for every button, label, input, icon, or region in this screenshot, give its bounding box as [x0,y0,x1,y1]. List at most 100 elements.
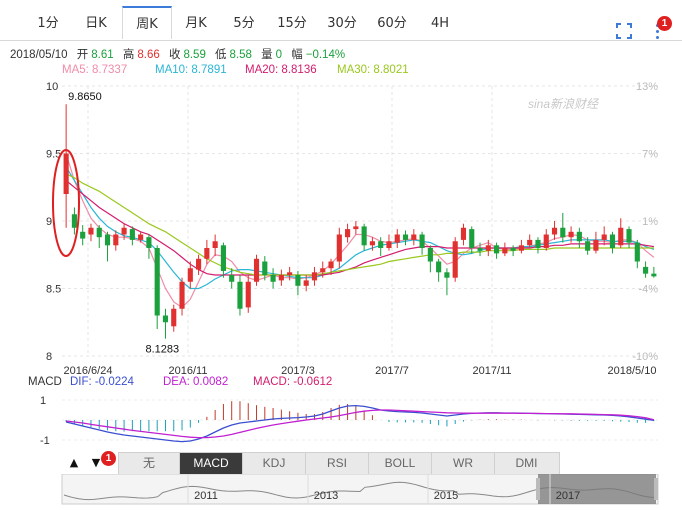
tab-weekly-k[interactable]: 周K [122,6,172,39]
candle-body [295,275,301,286]
change-value: −0.14% [305,49,346,61]
indicator-boll-button[interactable]: BOLL [369,453,432,474]
candle-body [609,234,616,248]
candle-body [568,231,574,238]
scroll-down-button[interactable]: ▼ [91,456,101,469]
macd-value-legend: MACD: -0.0612 [253,376,333,388]
indicator-kdj-button[interactable]: KDJ [243,453,306,474]
x-tick-label: 2018/5/10 [608,365,657,377]
scroll-up-button[interactable]: ▲ [69,456,79,469]
ma30-legend: MA30: 8.8021 [337,64,409,76]
candle-body [196,258,202,270]
indicator-dmi-button[interactable]: DMI [515,456,538,470]
candle-body [502,248,508,254]
sina-watermark: sina新浪财经 [528,97,600,111]
high-label: 高 [122,49,135,61]
navigator-right-handle[interactable] [654,478,658,500]
candle-body [444,272,450,278]
open-label: 开 [76,49,89,61]
candlestick-chart[interactable]: sina新浪财经 10 13% 9.5 7% 9 1% 8.5 -4% 8 -10% 2016/6/… [0,78,682,378]
ma20-legend: MA20: 8.8136 [245,64,317,76]
candle-body [634,242,640,262]
candle-body [96,227,102,238]
candle-body [278,275,284,281]
low-label: 低 [215,49,227,61]
candle-body [361,226,367,246]
indicator-rsi-button[interactable]: RSI [306,453,369,474]
candle-body [146,237,152,248]
candle-body [593,239,599,251]
candle-body [80,231,86,239]
tab-15min[interactable]: 15分 [277,16,307,31]
low-value: 8.58 [229,49,252,61]
macd-axis-labels: 1 -1 [40,395,50,447]
tab-monthly-k[interactable]: 月K [185,16,207,31]
candle-body [320,268,326,273]
tab-60min[interactable]: 60分 [377,16,407,31]
macd-lines [65,404,655,443]
navigator-year-label: 2017 [556,490,580,502]
candle-body [643,266,649,274]
macd-dea-legend: DEA: 0.0082 [163,376,229,388]
pct-tick-label: -4% [638,284,658,296]
close-label: 收 [168,49,181,61]
candle-body [287,272,293,275]
fullscreen-icon[interactable] [616,23,632,39]
candle-body [551,227,558,235]
candle-body [179,281,185,309]
more-menu-button[interactable]: 1 [650,16,672,44]
x-tick-label: 2016/11 [169,365,208,377]
ma10-legend: MA10: 8.7891 [155,64,227,76]
candle-body [585,241,591,251]
macd-dif-line [65,404,654,443]
macd-y-tick: 1 [40,395,46,407]
candle-body [212,241,218,248]
y-tick-label: 9 [46,216,52,228]
y-tick-label: 10 [46,81,58,93]
candle-body [485,245,491,251]
macd-title: MACD [28,376,62,388]
indicator-wr-button[interactable]: WR [432,453,495,474]
range-navigator[interactable]: 2011 2013 2015 2017 [0,474,682,508]
candle-body [477,248,483,251]
notification-badge: 1 [657,16,672,31]
candle-body [419,234,425,248]
candle-body [626,229,632,243]
candle-body [378,241,384,248]
indicator-button-bar: 无 MACD KDJ RSI BOLL WR DMI [118,452,560,475]
navigator-year-label: 2011 [194,490,218,502]
ma20-line [65,180,654,276]
candle-body [113,234,119,246]
macd-chart[interactable]: 1 -1 [0,390,682,450]
x-tick-label: 2016/6/24 [64,365,113,377]
tab-30min[interactable]: 30分 [327,16,357,31]
candle-body [452,241,458,278]
moving-average-lines [65,153,655,309]
low-annotation: 8.1283 [145,344,179,356]
candle-body [270,275,276,282]
ma30-line [65,173,654,276]
volume-label: 量 [261,49,273,61]
candle-body [576,231,582,242]
tab-1min[interactable]: 1分 [37,16,59,31]
candle-body [253,258,260,282]
candle-body [311,272,318,281]
candle-body [560,227,566,238]
candle-body [436,261,442,273]
tab-4h[interactable]: 4H [430,16,450,31]
indicator-none-button[interactable]: 无 [119,453,180,474]
candle-body [220,245,226,271]
macd-dea-line [66,409,655,439]
candle-body [229,275,235,282]
period-tab-bar: 1分 日K 周K 月K 5分 15分 30分 60分 4H 1 [0,6,682,44]
navigator-left-handle[interactable] [536,478,540,500]
candle-body [237,281,243,309]
tab-5min[interactable]: 5分 [233,16,255,31]
close-value: 8.59 [183,49,206,61]
navigator-selected-range[interactable] [538,474,656,504]
x-tick-label: 2017/3 [281,365,315,377]
indicator-macd-button[interactable]: MACD [180,453,243,474]
tab-daily-k[interactable]: 日K [85,16,107,31]
macd-dif-legend: DIF: -0.0224 [70,376,134,388]
more-dot [656,30,659,33]
